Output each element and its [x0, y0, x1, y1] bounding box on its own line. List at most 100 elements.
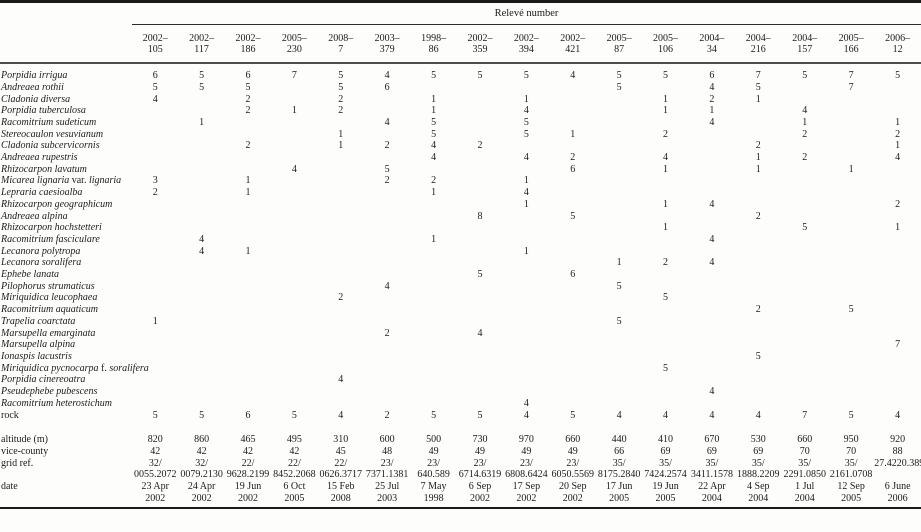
species-row: Lecanora polytropa 4 1 1 [0, 246, 921, 258]
cover-value [874, 164, 921, 176]
cover-value [550, 140, 596, 152]
cover-value [410, 398, 456, 410]
cover-value [457, 374, 503, 386]
corner-cell [0, 2, 132, 25]
cover-value: 5 [477, 70, 483, 82]
cover-value [642, 398, 688, 410]
cover-value [503, 140, 549, 152]
cover-value [364, 316, 410, 328]
cover-value [874, 281, 921, 293]
cover-value [132, 398, 178, 410]
cover-value [596, 398, 642, 410]
col-header: 2004– 157 [781, 24, 828, 65]
cover-value [503, 257, 549, 269]
cover-value [271, 129, 317, 141]
cover-value [596, 199, 642, 211]
cover-value [457, 234, 503, 246]
info-value: 730 [472, 434, 488, 446]
cover-value [735, 339, 781, 351]
cover-value: 4 [523, 409, 529, 421]
cover-value: 2 [802, 128, 808, 140]
cover-value [178, 257, 224, 269]
cover-value [318, 199, 364, 211]
cover-value: 2 [709, 93, 715, 105]
cover-value [132, 222, 178, 234]
cover-value [550, 292, 596, 304]
cover-value [782, 175, 828, 187]
cover-value: 1 [802, 116, 808, 128]
cover-value [225, 222, 271, 234]
cover-value [596, 211, 642, 223]
cover-value [735, 292, 781, 304]
cover-value: 2 [245, 93, 251, 105]
cover-value: 6 [384, 81, 390, 93]
cover-value [735, 328, 781, 340]
cover-value [735, 281, 781, 293]
cover-value [318, 386, 364, 398]
cover-value [596, 328, 642, 340]
cover-value [782, 398, 828, 410]
cover-value: 5 [616, 81, 622, 93]
cover-value [503, 281, 549, 293]
cover-value [874, 398, 921, 410]
cover-value [689, 398, 735, 410]
group-header-row: Relevé number [0, 1, 921, 25]
cover-value: 2 [338, 93, 344, 105]
cover-value [642, 175, 688, 187]
cover-value [782, 328, 828, 340]
species-row: Cladonia diversa 4 2 2 1 1 1 2 1 [0, 94, 921, 106]
cover-value [828, 351, 874, 363]
species-row: Ephebe lanata 5 6 [0, 269, 921, 281]
cover-value: 4 [384, 280, 390, 292]
info-value: 465 [240, 434, 256, 446]
cover-value [318, 269, 364, 281]
cover-value [225, 351, 271, 363]
cover-value [132, 351, 178, 363]
cover-value: 1 [895, 140, 901, 152]
cover-value [596, 140, 642, 152]
cover-value: 4 [802, 105, 808, 117]
cover-value [457, 292, 503, 304]
cover-value: 4 [616, 409, 622, 421]
species-row: Racomitrium heterostichum 4 [0, 398, 921, 410]
cover-value [225, 234, 271, 246]
cover-value [178, 211, 224, 223]
cover-value: 2 [570, 152, 576, 164]
cover-value [689, 269, 735, 281]
cover-value [410, 269, 456, 281]
cover-value [132, 339, 178, 351]
cover-value: 4 [523, 105, 529, 117]
releve-table: Relevé number 2002– 105 2002– 117 2002– 186 20… [0, 0, 921, 510]
info-value: 35/8175.2840 [597, 457, 641, 481]
cover-value [410, 222, 456, 234]
cover-value: 5 [570, 409, 576, 421]
info-value: 49 [428, 445, 439, 457]
cover-value: 5 [477, 409, 483, 421]
info-value: 42 [289, 445, 300, 457]
info-value: 35/3411.1578 [690, 457, 733, 481]
cover-value [689, 374, 735, 386]
species-row: Rhizocarpon geographicum 1 1 4 2 [0, 199, 921, 211]
cover-value: 4 [663, 152, 669, 164]
cover-value [689, 129, 735, 141]
cover-value [735, 129, 781, 141]
cover-value: 5 [338, 70, 344, 82]
cover-value [364, 152, 410, 164]
cover-value [503, 211, 549, 223]
cover-value [596, 105, 642, 117]
cover-value: 2 [384, 327, 390, 339]
cover-value: 4 [523, 187, 529, 199]
species-name: Miriquidica pycnocarpa f. soralifera [1, 362, 149, 374]
cover-value [828, 269, 874, 281]
cover-value [410, 292, 456, 304]
cover-value [318, 117, 364, 129]
cover-value [550, 82, 596, 94]
info-value: 48 [382, 445, 393, 457]
cover-value [503, 234, 549, 246]
cover-value [642, 339, 688, 351]
cover-value: 5 [895, 70, 901, 82]
cover-value [132, 292, 178, 304]
cover-value [178, 398, 224, 410]
col-header: 2004– 34 [688, 24, 736, 65]
cover-value: 5 [755, 81, 761, 93]
